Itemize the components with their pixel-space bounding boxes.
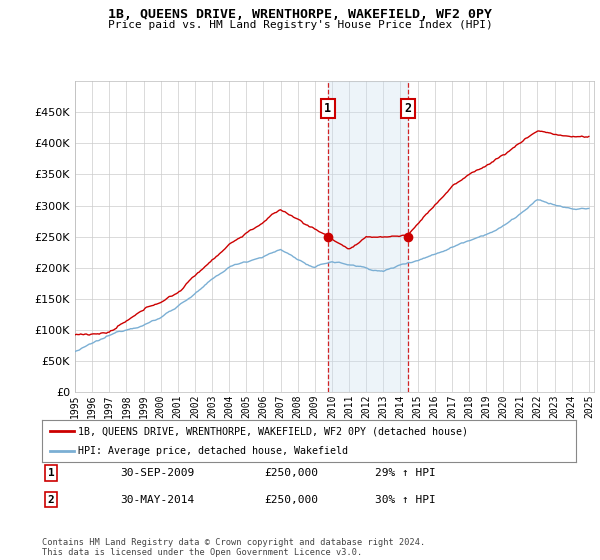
Text: 29% ↑ HPI: 29% ↑ HPI [375, 468, 436, 478]
Text: 30-MAY-2014: 30-MAY-2014 [120, 494, 194, 505]
Text: £250,000: £250,000 [264, 468, 318, 478]
Text: 2: 2 [404, 102, 411, 115]
Text: 2: 2 [47, 494, 55, 505]
Text: £250,000: £250,000 [264, 494, 318, 505]
Text: Contains HM Land Registry data © Crown copyright and database right 2024.
This d: Contains HM Land Registry data © Crown c… [42, 538, 425, 557]
Text: 1B, QUEENS DRIVE, WRENTHORPE, WAKEFIELD, WF2 0PY (detached house): 1B, QUEENS DRIVE, WRENTHORPE, WAKEFIELD,… [79, 426, 469, 436]
Text: HPI: Average price, detached house, Wakefield: HPI: Average price, detached house, Wake… [79, 446, 349, 456]
Text: 1B, QUEENS DRIVE, WRENTHORPE, WAKEFIELD, WF2 0PY: 1B, QUEENS DRIVE, WRENTHORPE, WAKEFIELD,… [108, 8, 492, 21]
Text: Price paid vs. HM Land Registry's House Price Index (HPI): Price paid vs. HM Land Registry's House … [107, 20, 493, 30]
Text: 1: 1 [47, 468, 55, 478]
Text: 30% ↑ HPI: 30% ↑ HPI [375, 494, 436, 505]
Text: 30-SEP-2009: 30-SEP-2009 [120, 468, 194, 478]
Bar [328, 81, 407, 392]
Text: 1: 1 [324, 102, 331, 115]
